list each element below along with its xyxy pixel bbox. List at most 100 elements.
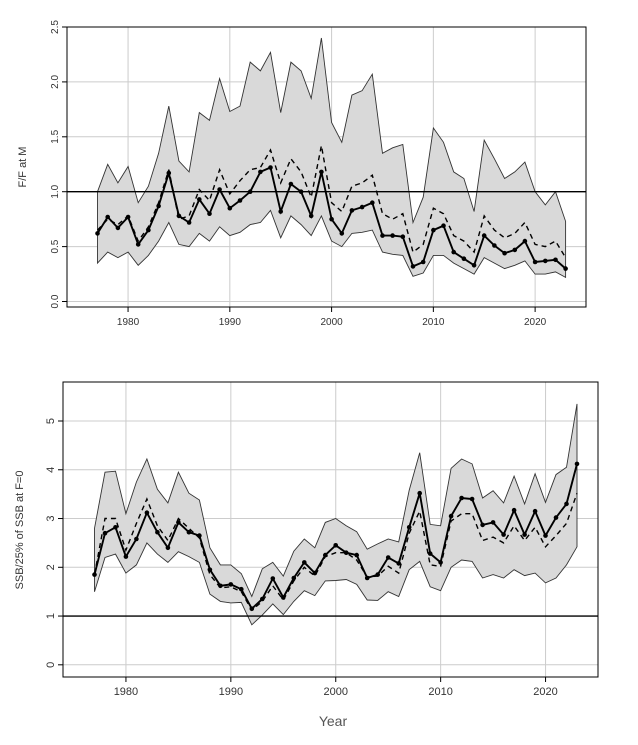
median-point	[156, 203, 161, 209]
ssb-panel: SSB/25% of SSB at F=0 Year 1980 1990 2000 2…	[14, 381, 599, 729]
median-point	[492, 243, 497, 248]
median-point	[312, 570, 318, 576]
median-point	[343, 550, 349, 555]
plot-frame	[66, 26, 587, 308]
median-point	[268, 165, 273, 170]
x-tick-label: 2020	[533, 686, 557, 698]
median-point	[291, 575, 297, 581]
median-point	[563, 266, 568, 271]
median-point	[218, 583, 223, 589]
median-point	[281, 595, 286, 600]
median-point	[217, 187, 222, 192]
median-point	[186, 220, 192, 225]
x-tick-label: 2010	[428, 686, 452, 698]
y-tick-label: 2.0	[50, 75, 61, 89]
median-point	[406, 525, 412, 530]
median-point	[319, 169, 324, 175]
y-tick-label: 1	[45, 613, 57, 619]
median-point	[135, 242, 141, 247]
median-point	[102, 530, 108, 536]
median-point	[105, 214, 110, 220]
median-point	[197, 197, 202, 202]
median-point	[239, 586, 244, 592]
median-point	[298, 189, 304, 194]
y-tick-label: 5	[45, 418, 57, 424]
median-point	[270, 576, 276, 581]
median-point	[553, 257, 558, 263]
median-point	[123, 554, 129, 559]
median-point	[186, 529, 192, 535]
plot-frame	[62, 381, 599, 678]
median-point	[176, 520, 181, 525]
median-point	[511, 507, 517, 513]
y-tick-label: 2.5	[50, 20, 61, 34]
median-point	[323, 552, 328, 558]
median-point	[522, 238, 528, 244]
y-tick-label: 0.0	[50, 294, 61, 308]
median-point	[155, 529, 160, 535]
median-point	[410, 264, 416, 269]
median-point	[501, 532, 506, 537]
median-point	[396, 561, 402, 566]
median-point	[390, 233, 395, 238]
median-point	[134, 536, 139, 542]
median-point	[113, 525, 118, 530]
median-point	[502, 250, 507, 256]
median-point	[370, 200, 375, 205]
median-point	[278, 209, 284, 214]
median-point	[207, 567, 213, 572]
median-point	[543, 258, 548, 264]
median-point	[247, 189, 253, 194]
median-point	[564, 501, 569, 507]
x-tick-label: 2000	[320, 317, 343, 328]
median-point	[115, 225, 121, 231]
median-point	[512, 247, 518, 253]
x-tick-label: 2010	[422, 317, 445, 328]
median-point	[339, 231, 345, 236]
median-point	[249, 606, 255, 611]
x-tick-label: 1990	[219, 686, 243, 698]
median-point	[227, 205, 233, 211]
median-point	[553, 515, 559, 520]
median-point	[258, 169, 263, 175]
median-point	[228, 582, 234, 587]
median-point	[359, 204, 365, 210]
median-point	[448, 513, 454, 519]
y-axis-label: SSB/25% of SSB at F=0	[14, 471, 26, 590]
median-point	[197, 533, 202, 538]
median-point	[125, 214, 131, 220]
f-ratio-panel: F/F at M 1980 1990 2000 2010 2020 0.0 0.5 1.0 1.…	[17, 20, 587, 328]
y-tick-label: 0	[45, 662, 57, 668]
median-point	[329, 216, 334, 222]
median-point	[302, 560, 307, 565]
median-point	[543, 533, 548, 538]
confidence-band	[97, 37, 567, 279]
y-tick-label: 4	[45, 467, 57, 473]
median-point	[480, 522, 485, 528]
median-point	[420, 259, 426, 265]
median-point	[441, 223, 446, 228]
median-point	[459, 495, 464, 501]
median-point	[532, 508, 538, 514]
median-point	[260, 596, 265, 602]
x-tick-label: 1990	[219, 317, 242, 328]
median-point	[207, 211, 212, 216]
median-point	[532, 259, 538, 265]
median-point	[451, 249, 457, 255]
median-point	[165, 545, 171, 551]
median-point	[95, 231, 100, 236]
median-point	[354, 552, 360, 558]
y-tick-label: 3	[45, 515, 57, 521]
median-point	[364, 575, 370, 581]
median-point	[166, 170, 172, 176]
x-tick-label: 2000	[324, 686, 348, 698]
median-point	[438, 560, 443, 565]
median-point	[490, 520, 496, 525]
median-point	[288, 181, 294, 187]
median-point	[427, 551, 433, 556]
median-point	[461, 256, 467, 262]
median-point	[417, 490, 423, 496]
median-point	[431, 227, 436, 233]
median-point	[380, 233, 385, 238]
